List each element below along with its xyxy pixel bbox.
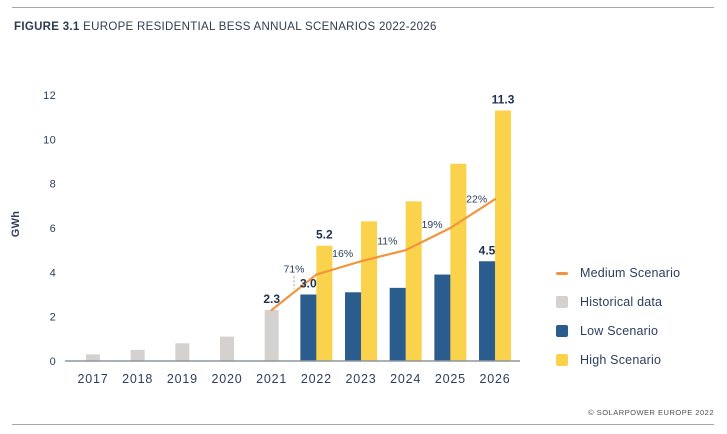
- growth-percent-label: 16%: [332, 248, 353, 260]
- bar-value-label: 5.2: [316, 228, 333, 242]
- chart-legend: Medium Scenario Historical data Low Scen…: [556, 266, 680, 367]
- historical-bar: [175, 343, 190, 361]
- bar-value-label: 4.5: [479, 243, 496, 257]
- low-scenario-bar: [434, 274, 451, 361]
- low-scenario-swatch: [556, 325, 568, 337]
- top-divider: [12, 7, 714, 8]
- high-scenario-bar: [405, 201, 422, 361]
- bar-value-label: 2.3: [263, 292, 280, 306]
- y-tick-label: 0: [50, 356, 56, 368]
- x-tick-label: 2023: [346, 372, 377, 386]
- bottom-divider: [12, 424, 714, 425]
- historical-bar: [86, 354, 100, 361]
- low-scenario-bar: [389, 287, 406, 361]
- medium-scenario-line-swatch: [556, 271, 568, 275]
- historical-bar: [220, 336, 235, 361]
- growth-percent-label: 11%: [377, 236, 397, 248]
- high-scenario-swatch: [556, 354, 568, 366]
- y-tick-label: 4: [50, 267, 56, 279]
- historical-bar: [264, 310, 279, 361]
- historical-bar: [130, 349, 145, 361]
- high-scenario-bar: [450, 163, 467, 361]
- legend-label: Medium Scenario: [580, 266, 681, 280]
- x-tick-label: 2020: [212, 372, 243, 386]
- growth-percent-label: 19%: [422, 219, 443, 231]
- y-tick-label: 12: [43, 90, 56, 102]
- legend-item-historical-data: Historical data: [556, 295, 680, 309]
- y-tick-label: 8: [50, 179, 56, 191]
- bar-value-label: 11.3: [492, 93, 515, 107]
- x-tick-label: 2018: [122, 372, 153, 386]
- legend-item-high-scenario: High Scenario: [556, 353, 680, 367]
- growth-percent-label: 22%: [466, 194, 487, 206]
- low-scenario-bar: [300, 294, 317, 361]
- y-tick-label: 10: [43, 134, 56, 146]
- x-tick-label: 2019: [167, 372, 198, 386]
- figure-number: FIGURE 3.1: [14, 21, 80, 33]
- bar-value-label: 3.0: [300, 277, 317, 291]
- x-tick-label: 2022: [301, 372, 332, 386]
- growth-percent-label: 71%: [284, 263, 305, 275]
- legend-item-low-scenario: Low Scenario: [556, 324, 680, 338]
- medium-scenario-line: [270, 198, 497, 312]
- copyright-notice: © SOLARPOWER EUROPE 2022: [588, 408, 714, 417]
- legend-label: High Scenario: [580, 353, 662, 367]
- low-scenario-bar: [479, 261, 496, 361]
- historical-data-swatch: [556, 296, 568, 308]
- legend-item-medium-scenario: Medium Scenario: [556, 266, 680, 280]
- y-tick-label: 6: [50, 223, 56, 235]
- legend-label: Historical data: [580, 295, 663, 309]
- figure-title-text: EUROPE RESIDENTIAL BESS ANNUAL SCENARIOS…: [83, 21, 437, 33]
- high-scenario-bar: [361, 221, 378, 361]
- x-tick-label: 2025: [435, 372, 466, 386]
- x-tick-label: 2024: [390, 372, 421, 386]
- legend-label: Low Scenario: [580, 324, 659, 338]
- x-tick-label: 2017: [77, 372, 108, 386]
- y-tick-label: 2: [50, 312, 56, 324]
- figure-title: FIGURE 3.1 EUROPE RESIDENTIAL BESS ANNUA…: [14, 21, 437, 33]
- high-scenario-bar: [495, 110, 512, 362]
- low-scenario-bar: [345, 292, 362, 361]
- x-tick-label: 2026: [480, 372, 511, 386]
- high-scenario-bar: [316, 245, 333, 361]
- x-tick-label: 2021: [256, 372, 287, 386]
